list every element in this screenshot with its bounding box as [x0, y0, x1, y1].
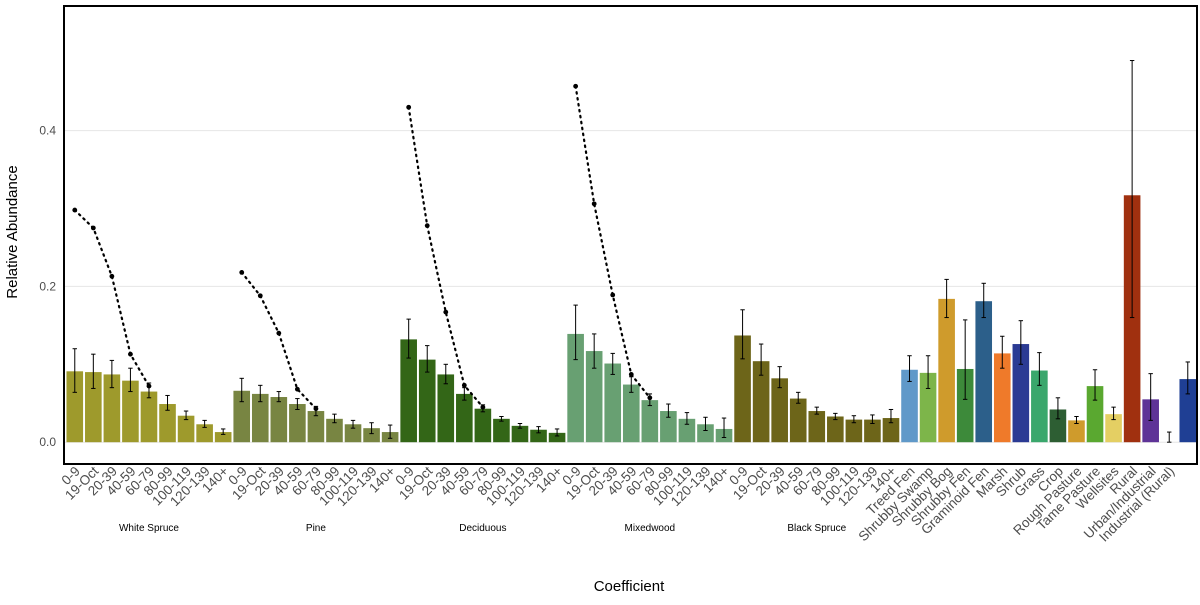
trend-point: [443, 309, 449, 315]
trend-line: [407, 106, 484, 409]
bar: [326, 418, 343, 443]
trend-point: [90, 225, 96, 231]
trend-line: [73, 208, 151, 388]
bar: [1068, 420, 1085, 443]
bar: [827, 416, 844, 443]
trend-point: [480, 404, 486, 410]
bar: [344, 424, 362, 443]
bar: [307, 411, 325, 443]
bar-layer: [66, 195, 1197, 443]
bar: [66, 371, 84, 443]
bar: [289, 404, 306, 443]
bar: [678, 418, 696, 443]
bar: [864, 419, 881, 443]
bar: [938, 298, 955, 443]
plot-frame: [63, 5, 1198, 465]
bar: [511, 425, 529, 443]
y-axis: 0.0 0.2 0.4: [39, 124, 56, 450]
group-label: Deciduous: [459, 523, 506, 534]
trend-point: [146, 383, 152, 389]
bar: [567, 333, 584, 443]
bar: [660, 411, 677, 443]
bar: [140, 391, 158, 443]
group-label: Black Spruce: [787, 523, 846, 534]
trend-layer: [72, 83, 653, 412]
bar: [251, 393, 269, 443]
bar: [697, 424, 714, 443]
bar: [641, 400, 659, 443]
trend-point: [591, 201, 597, 207]
bar: [771, 378, 788, 443]
trend-point: [257, 293, 263, 299]
trend-point: [239, 269, 245, 275]
errorbar-layer: [72, 60, 1190, 443]
trend-point: [610, 292, 616, 298]
bar: [122, 380, 139, 443]
bar: [975, 301, 993, 443]
trend-point: [128, 351, 133, 357]
bar: [270, 397, 288, 443]
bar: [901, 369, 918, 443]
bar: [159, 404, 176, 443]
bar: [993, 353, 1011, 443]
bar: [456, 393, 473, 443]
bar: [808, 411, 826, 443]
x-axis: 0-919-Oct20-3940-5960-7980-99100-119120-…: [58, 463, 1177, 544]
bar: [752, 361, 770, 443]
bar: [882, 418, 900, 443]
bar: [604, 363, 622, 443]
trend-point: [647, 395, 653, 401]
bar: [1123, 195, 1141, 443]
group-label: Pine: [306, 523, 326, 534]
bar: [177, 415, 195, 443]
bar: [474, 408, 492, 443]
bar: [1012, 344, 1030, 443]
bar: [1049, 409, 1067, 443]
bar: [363, 428, 380, 443]
bar: [548, 432, 566, 443]
bar: [1105, 414, 1122, 443]
y-tick-label: 0.2: [39, 279, 56, 293]
bar: [734, 335, 751, 443]
y-tick-label: 0.0: [39, 435, 56, 449]
trend-point: [294, 386, 300, 392]
bar: [400, 339, 417, 443]
trend-point: [573, 83, 579, 89]
trend-point: [406, 104, 412, 110]
trend-point: [109, 273, 115, 279]
trend-point: [461, 382, 467, 388]
bar: [1086, 386, 1104, 443]
y-axis-title: Relative Abundance: [4, 165, 21, 298]
x-axis-title: Coefficient: [594, 578, 665, 595]
trend-line: [240, 271, 318, 410]
trend-point: [276, 330, 282, 336]
y-tick-label: 0.4: [39, 124, 56, 138]
bar: [214, 432, 232, 443]
bar: [845, 419, 863, 443]
bar: [437, 374, 455, 443]
trend-point: [72, 207, 78, 213]
bar: [1179, 379, 1197, 443]
bar: [196, 424, 213, 443]
trend-point: [628, 372, 634, 377]
group-label: White Spruce: [119, 523, 179, 534]
bar: [1031, 370, 1048, 443]
group-labels: White Spruce Pine Deciduous Mixedwood Black …: [119, 523, 847, 534]
bar: [585, 351, 603, 443]
bar: [789, 398, 807, 443]
bar: [493, 418, 510, 443]
trend-point: [424, 223, 430, 229]
bar: [919, 372, 937, 443]
bar: [103, 374, 121, 443]
bar: [530, 429, 547, 443]
bar: [233, 390, 251, 443]
bar: [956, 368, 974, 443]
bar: [418, 359, 436, 443]
trend-point: [313, 406, 319, 412]
bar: [85, 372, 102, 443]
group-label: Mixedwood: [625, 523, 676, 534]
bar: [622, 384, 640, 443]
